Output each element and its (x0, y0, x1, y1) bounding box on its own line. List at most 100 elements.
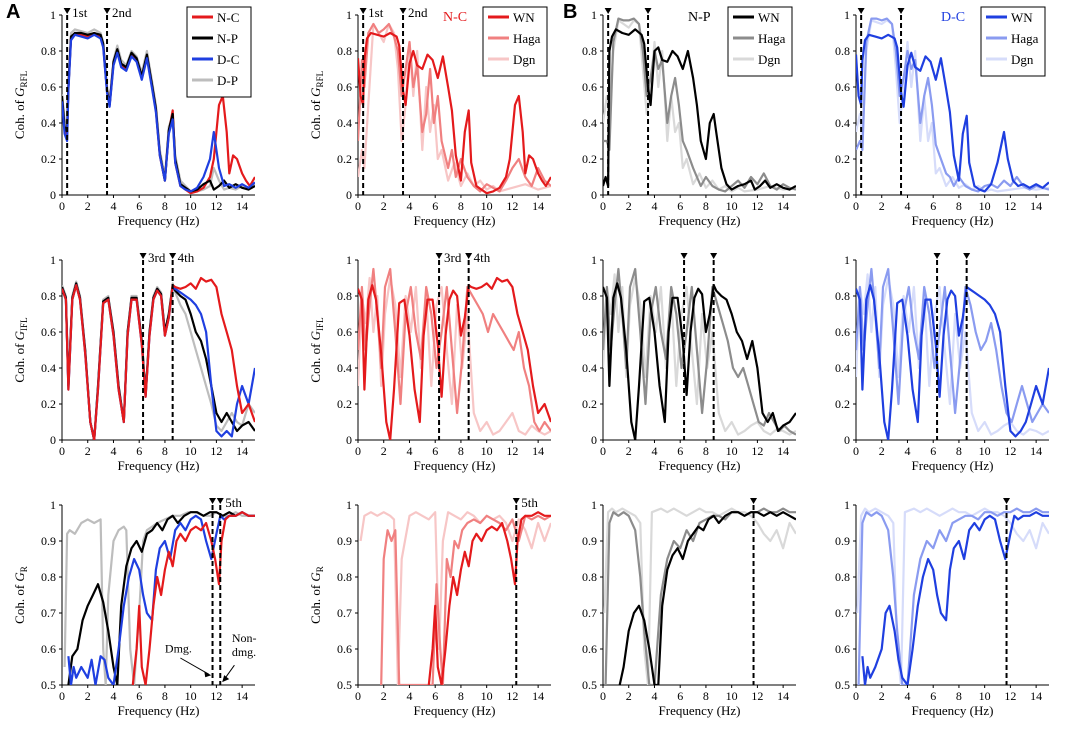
series-line-dgn (856, 273, 1049, 436)
series-line-dgn (359, 511, 551, 685)
series-line-haga (856, 17, 1049, 193)
series-line-wn (603, 28, 796, 191)
series-line-haga (358, 267, 551, 433)
series-line-wn (861, 511, 1049, 685)
series-line-haga (603, 17, 796, 193)
series-group (358, 267, 551, 440)
legend-label: Haga (1011, 31, 1039, 46)
y-tick-label: 0.8 (337, 570, 352, 584)
series-line-dgn (856, 507, 1049, 685)
y-axis-label-symbol: G (12, 87, 27, 97)
x-tick-label: 2 (879, 689, 885, 703)
annotation-text: dmg. (232, 645, 256, 659)
legend-box (186, 6, 252, 98)
x-tick-label: 10 (481, 199, 493, 213)
y-tick-label: 0.8 (582, 44, 597, 58)
y-tick-label: 0.2 (835, 397, 850, 411)
y-axis-label-subscript: R (19, 566, 29, 572)
annotation-arrowhead-dmg (204, 671, 212, 678)
y-axis-label: Coh. of GRFL (308, 71, 325, 139)
series-group (856, 507, 1049, 685)
y-tick-label: 0.8 (835, 570, 850, 584)
series-group (856, 17, 1049, 193)
mode-label: 5th (521, 495, 538, 510)
x-tick-label: 4 (904, 689, 910, 703)
x-tick-label: 6 (432, 689, 438, 703)
x-axis-label: Frequency (Hz) (414, 213, 496, 228)
x-tick-label: 6 (432, 444, 438, 458)
x-tick-label: 0 (59, 199, 65, 213)
legend: N-C N-P D-C D-P (186, 6, 252, 98)
mode-marker (63, 8, 71, 14)
mode-label: 4th (178, 250, 195, 265)
mode-label: 2nd (408, 5, 428, 20)
series-line-haga (603, 267, 796, 436)
x-tick-label: 8 (458, 444, 464, 458)
x-axis-label: Frequency (Hz) (118, 703, 200, 718)
series-line-dgn (358, 22, 551, 193)
annotation-arrow-dmg (180, 657, 209, 675)
y-tick-label: 0.7 (835, 606, 850, 620)
series-line-n-c (62, 276, 255, 440)
mode-label: 3rd (444, 250, 462, 265)
x-axis-label: Frequency (Hz) (659, 213, 741, 228)
x-tick-label: 6 (677, 689, 683, 703)
y-tick-label: 0.4 (337, 361, 352, 375)
x-tick-label: 2 (381, 199, 387, 213)
y-axis-label: Coh. of GIFL (308, 317, 325, 382)
x-tick-label: 14 (532, 689, 544, 703)
x-tick-label: 12 (210, 444, 222, 458)
x-tick-label: 4 (110, 444, 116, 458)
x-tick-label: 14 (532, 199, 544, 213)
x-tick-label: 12 (751, 199, 763, 213)
series-line-n-p (67, 511, 255, 685)
x-tick-label: 4 (904, 444, 910, 458)
y-tick-label: 0.6 (582, 642, 597, 656)
x-tick-label: 6 (677, 444, 683, 458)
legend-title: N-C (443, 10, 467, 25)
series-group (359, 511, 551, 685)
x-tick-label: 12 (751, 444, 763, 458)
series-line-wn (603, 282, 796, 440)
series-line-dgn (603, 19, 796, 193)
series-group (856, 267, 1049, 440)
x-tick-label: 8 (703, 689, 709, 703)
y-tick-label: 0.2 (835, 152, 850, 166)
y-axis-label-prefix: Coh. of (308, 582, 323, 624)
y-tick-label: 0.2 (337, 152, 352, 166)
x-tick-label: 10 (481, 444, 493, 458)
y-tick-label: 0.4 (835, 116, 850, 130)
y-tick-label: 1 (346, 498, 352, 512)
y-tick-label: 0.5 (835, 678, 850, 692)
x-tick-label: 10 (726, 199, 738, 213)
y-tick-label: 1 (591, 498, 597, 512)
mode-marker (1003, 498, 1011, 504)
x-tick-label: 10 (979, 199, 991, 213)
y-tick-label: 0 (591, 188, 597, 202)
y-axis-label-prefix: Coh. of (12, 582, 27, 624)
x-tick-label: 2 (85, 689, 91, 703)
y-tick-label: 0.9 (582, 534, 597, 548)
series-line-haga (856, 267, 1049, 424)
x-tick-label: 10 (726, 689, 738, 703)
y-tick-label: 0.6 (41, 642, 56, 656)
x-tick-label: 4 (406, 689, 412, 703)
legend-label: D-C (217, 52, 239, 67)
mode-marker (103, 8, 111, 14)
x-tick-label: 10 (185, 199, 197, 213)
y-tick-label: 0 (346, 433, 352, 447)
panel-letter-a: A (6, 1, 20, 23)
mode-marker (139, 253, 147, 259)
y-tick-label: 1 (50, 8, 56, 22)
mode-marker (857, 8, 865, 14)
x-axis-label: Frequency (Hz) (912, 703, 994, 718)
y-tick-label: 0.8 (835, 44, 850, 58)
x-tick-label: 14 (236, 199, 248, 213)
x-tick-label: 12 (210, 199, 222, 213)
